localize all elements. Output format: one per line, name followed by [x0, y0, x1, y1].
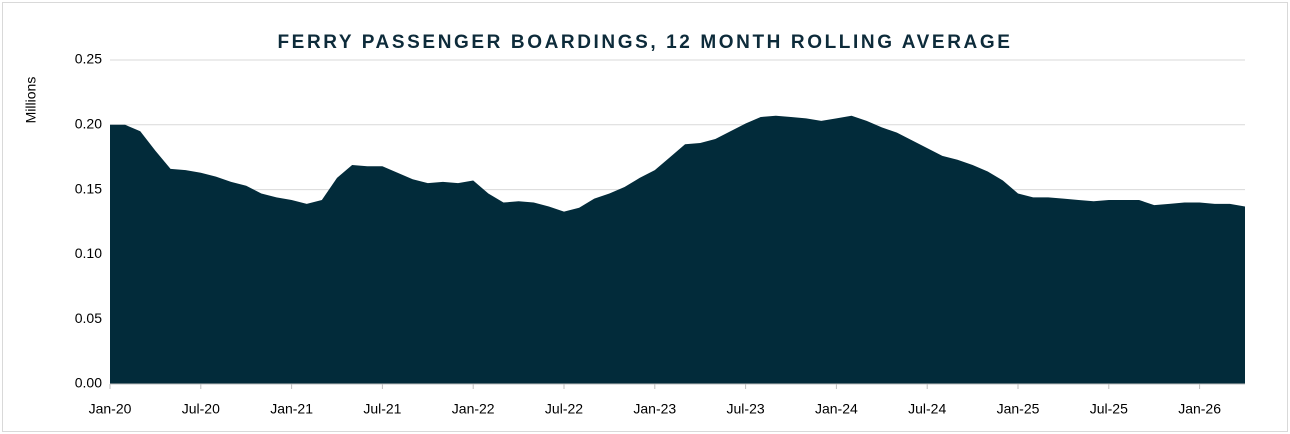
x-tick-label: Jul-23 — [727, 401, 765, 417]
x-tick-label: Jan-25 — [997, 401, 1040, 417]
y-tick-label: 0.15 — [75, 180, 102, 196]
x-tick-label: Jul-24 — [908, 401, 946, 417]
x-tick-label: Jul-22 — [545, 401, 583, 417]
y-tick-label: 0.25 — [75, 51, 102, 67]
x-tick-label: Jan-23 — [633, 401, 676, 417]
x-tick-label: Jan-24 — [815, 401, 858, 417]
x-tick-label: Jan-22 — [452, 401, 495, 417]
x-tick-label: Jan-21 — [270, 401, 313, 417]
y-tick-label: 0.05 — [75, 310, 102, 326]
x-tick-label: Jul-25 — [1090, 401, 1128, 417]
area — [110, 115, 1245, 384]
y-axis-label: Millions — [23, 77, 39, 124]
y-tick-label: 0.20 — [75, 116, 102, 132]
y-tick-label: 0.10 — [75, 245, 102, 261]
x-tick-label: Jul-21 — [363, 401, 401, 417]
x-tick-label: Jul-20 — [182, 401, 220, 417]
x-tick-label: Jan-26 — [1178, 401, 1221, 417]
y-tick-label: 0.00 — [75, 375, 102, 391]
chart-title: FERRY PASSENGER BOARDINGS, 12 MONTH ROLL… — [277, 32, 1012, 53]
x-tick-label: Jan-20 — [89, 401, 132, 417]
